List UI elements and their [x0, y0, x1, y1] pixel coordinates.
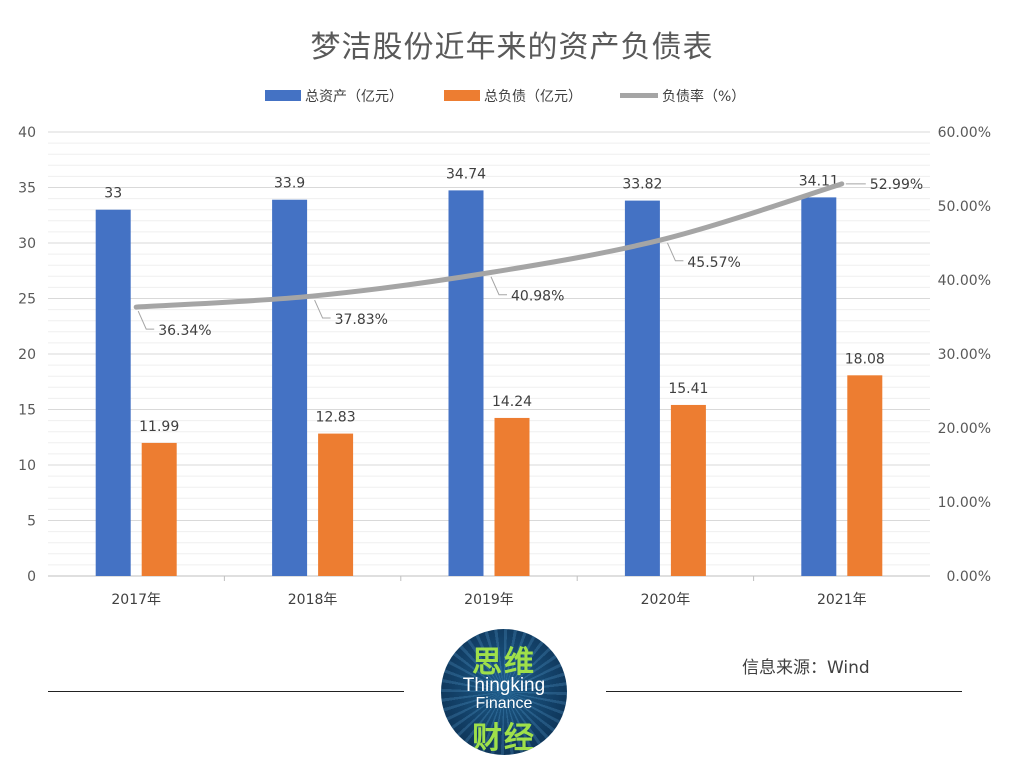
bar-total-liabilities [670, 404, 706, 576]
footer-rule-right [606, 691, 962, 692]
bar-data-label: 12.83 [316, 410, 356, 426]
line-label-leader [490, 276, 507, 296]
line-data-label: 37.83% [335, 312, 388, 328]
x-axis-tick-label: 2019年 [464, 592, 514, 608]
line-data-label: 36.34% [158, 323, 211, 339]
y2-axis-tick-label: 20.00% [938, 421, 991, 437]
bar-total-liabilities [494, 417, 530, 576]
thinking-finance-logo: 思维 Thingking Finance 财经 [441, 629, 567, 755]
bar-data-label: 14.24 [492, 394, 532, 410]
bar-data-label: 34.74 [446, 166, 486, 182]
legend-swatch [444, 90, 480, 101]
bar-total-assets [95, 209, 131, 576]
legend-label: 负债率（%） [662, 88, 745, 105]
debt-ratio-line [133, 181, 845, 310]
line-data-label: 40.98% [511, 289, 564, 305]
line-label-leader [666, 242, 684, 262]
y2-axis-tick-label: 40.00% [938, 273, 991, 289]
x-axis-tick-label: 2020年 [641, 592, 691, 608]
line-label-leader [314, 299, 331, 319]
legend-swatch [265, 90, 301, 101]
bar-data-label: 33.9 [274, 176, 305, 192]
y2-axis-tick-label: 10.00% [938, 495, 991, 511]
x-axis-tick-label: 2021年 [817, 592, 867, 608]
source-note: 信息来源：Wind [742, 658, 870, 678]
y2-axis-tick-label: 30.00% [938, 347, 991, 363]
y-axis-tick-label: 40 [18, 125, 36, 141]
bar-total-liabilities [318, 433, 354, 576]
chart-canvas: 0 5 10 15 20 25 30 35 40 0.00% 10.00% 20.00% 30.00% 4… [18, 88, 991, 608]
x-axis-tick-label: 2018年 [288, 592, 338, 608]
logo-text-en-1: Thingking [462, 675, 546, 696]
bar-data-label: 33 [104, 186, 122, 202]
bar-data-label: 15.41 [668, 381, 708, 397]
chart-title: 梦洁股份近年来的资产负债表 [310, 30, 714, 65]
bar-total-assets [624, 200, 660, 576]
logo-text-cn-bottom: 财经 [472, 721, 536, 755]
logo-rays [441, 629, 567, 755]
bar-data-label: 33.82 [622, 177, 662, 193]
logo-text-cn-top: 思维 [472, 645, 536, 680]
bar-total-liabilities [141, 442, 177, 576]
y-axis-tick-label: 20 [18, 347, 36, 363]
x-axis-tick-label: 2017年 [111, 592, 161, 608]
logo-text-en-2: Finance [475, 695, 533, 712]
bar-data-label: 34.11 [799, 173, 839, 189]
legend-label: 总负债（亿元） [484, 89, 582, 105]
y-axis-tick-label: 10 [18, 458, 36, 474]
y-axis-tick-label: 25 [18, 292, 36, 308]
y2-axis-tick-label: 50.00% [938, 199, 991, 215]
y2-axis-tick-label: 0.00% [947, 569, 991, 585]
bar-total-assets [801, 197, 837, 576]
footer-rule-left [48, 691, 404, 692]
y-axis-tick-label: 15 [18, 403, 36, 419]
legend-label: 总资产（亿元） [305, 89, 403, 105]
bar-total-assets [272, 199, 308, 576]
y-axis-tick-label: 0 [27, 569, 36, 585]
y2-axis-tick-label: 60.00% [938, 125, 991, 141]
line-data-label: 45.57% [687, 255, 740, 271]
bar-total-assets [448, 190, 484, 577]
line-data-label: 52.99% [870, 177, 923, 193]
bar-data-label: 11.99 [139, 419, 179, 435]
bar-total-liabilities [847, 375, 883, 576]
line-label-leader [137, 310, 155, 330]
y-axis-tick-label: 30 [18, 236, 36, 252]
y-axis-tick-label: 5 [27, 514, 36, 530]
y-axis-tick-label: 35 [18, 181, 36, 197]
bar-data-label: 18.08 [845, 351, 885, 367]
